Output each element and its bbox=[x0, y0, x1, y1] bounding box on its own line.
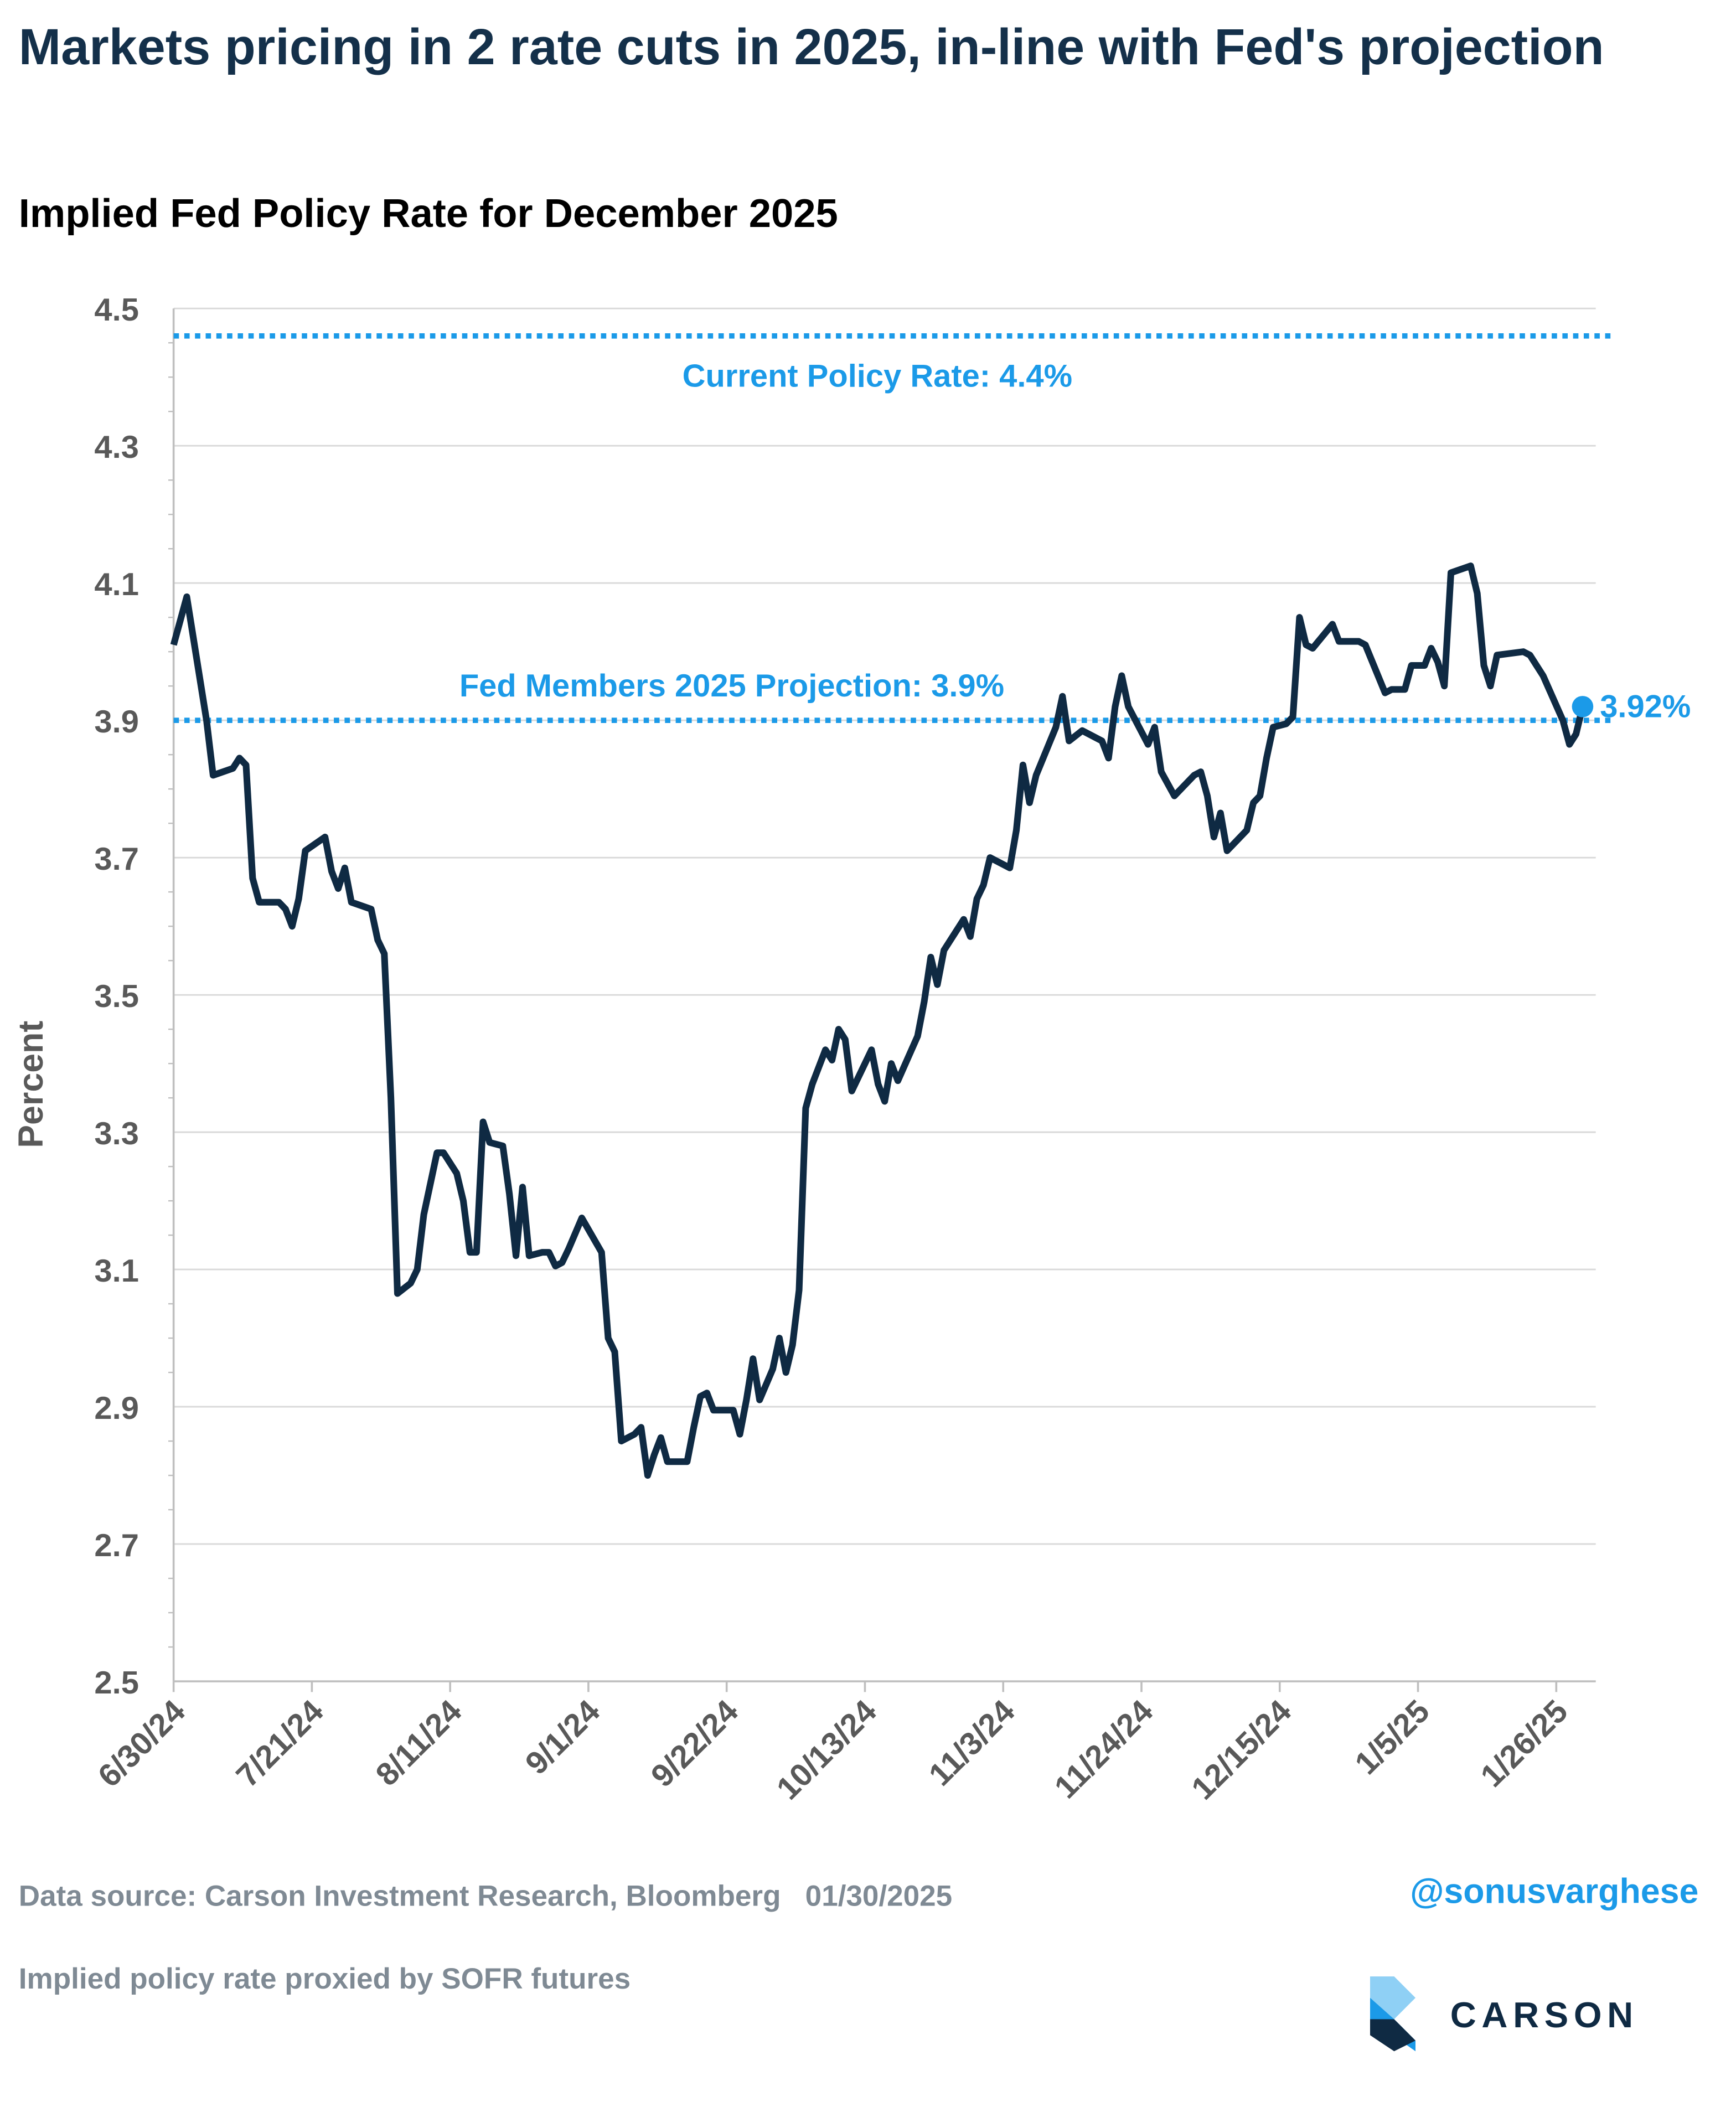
end-label: 3.92% bbox=[1600, 689, 1691, 725]
y-tick-label: 3.1 bbox=[94, 1253, 138, 1289]
reference-label: Fed Members 2025 Projection: 3.9% bbox=[459, 668, 1004, 704]
x-tick-label: 9/22/24 bbox=[644, 1693, 745, 1794]
y-tick-label: 2.9 bbox=[94, 1391, 138, 1426]
x-tick-label: 11/3/24 bbox=[922, 1693, 1022, 1793]
reference-label: Current Policy Rate: 4.4% bbox=[683, 358, 1072, 394]
chart-subtitle: Implied Fed Policy Rate for December 202… bbox=[19, 191, 838, 236]
x-tick-label: 11/24/24 bbox=[1048, 1693, 1160, 1805]
logo: CARSON bbox=[1370, 1976, 1639, 2052]
x-tick-label: 10/13/24 bbox=[770, 1693, 884, 1807]
y-axis-label: Percent bbox=[12, 1021, 50, 1148]
x-tick-label: 8/11/24 bbox=[369, 1693, 469, 1793]
y-tick-label: 3.3 bbox=[94, 1116, 138, 1151]
x-tick-label: 1/5/25 bbox=[1348, 1693, 1437, 1781]
logo-text: CARSON bbox=[1450, 1995, 1639, 2035]
x-tick-label: 1/26/25 bbox=[1474, 1693, 1575, 1794]
y-tick-label: 3.9 bbox=[94, 704, 138, 740]
y-tick-label: 3.5 bbox=[94, 979, 138, 1014]
x-tick-label: 7/21/24 bbox=[230, 1693, 330, 1794]
x-tick-label: 9/1/24 bbox=[519, 1693, 607, 1781]
source-note: Data source: Carson Investment Research,… bbox=[19, 1879, 952, 1912]
y-tick-label: 2.5 bbox=[94, 1665, 138, 1701]
y-tick-label: 4.3 bbox=[94, 430, 138, 465]
x-tick-label: 6/30/24 bbox=[91, 1693, 192, 1794]
x-tick-label: 12/15/24 bbox=[1185, 1693, 1299, 1807]
y-tick-label: 2.7 bbox=[94, 1528, 138, 1563]
y-tick-label: 4.1 bbox=[94, 567, 138, 602]
y-tick-label: 3.7 bbox=[94, 841, 138, 877]
logo-mark bbox=[1370, 2019, 1416, 2052]
y-tick-label: 4.5 bbox=[94, 292, 138, 328]
data-line bbox=[170, 562, 1586, 1479]
chart-title: Markets pricing in 2 rate cuts in 2025, … bbox=[19, 19, 1604, 75]
footnote: Implied policy rate proxied by SOFR futu… bbox=[19, 1963, 631, 1995]
end-marker bbox=[1572, 696, 1594, 717]
author-handle: @sonusvarghese bbox=[1410, 1872, 1698, 1910]
